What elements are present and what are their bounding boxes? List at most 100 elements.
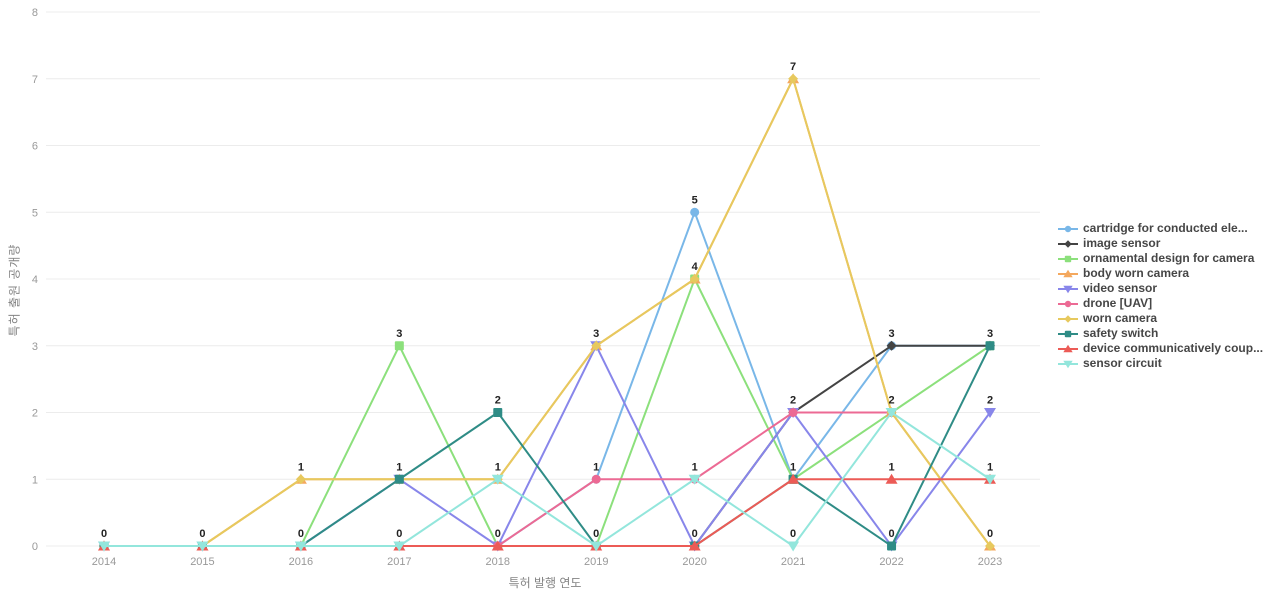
marker-diamond — [886, 340, 897, 351]
series-line — [104, 77, 991, 547]
marker-triangle-down — [688, 474, 701, 485]
legend-label: worn camera — [1083, 311, 1158, 325]
legend-item-cartridge-for-conducted-ele-[interactable]: cartridge for conducted ele... — [1058, 221, 1263, 236]
legend-marker-icon — [1058, 269, 1078, 277]
marker-triangle-down — [590, 541, 603, 552]
legend-label: body worn camera — [1083, 266, 1190, 280]
legend: cartridge for conducted ele... image sens… — [1058, 221, 1263, 371]
legend-marker-icon — [1058, 344, 1078, 352]
value-label: 7 — [790, 61, 796, 73]
y-tick-label: 3 — [32, 341, 38, 353]
marker-triangle-up — [1063, 344, 1073, 352]
x-tick-label: 2017 — [387, 556, 411, 568]
legend-label: safety switch — [1083, 326, 1159, 340]
legend-label: cartridge for conducted ele... — [1083, 221, 1248, 235]
marker-triangle-down — [294, 541, 307, 552]
marker-square — [985, 341, 995, 351]
marker-triangle-up — [885, 473, 898, 484]
value-label: 0 — [888, 528, 894, 540]
marker-diamond — [295, 474, 306, 485]
value-labels: 0 0 0 1 0 3 1 0 1 2 1 0 3 5 0 4 1 1 2 7 0 3 2 0 1 3 0 2 1 — [101, 61, 993, 540]
marker-triangle-up — [688, 540, 701, 551]
marker-square — [1064, 330, 1072, 337]
legend-label: drone [UAV] — [1083, 296, 1153, 310]
value-label: 2 — [495, 395, 501, 407]
value-label: 0 — [790, 528, 796, 540]
legend-label: video sensor — [1083, 281, 1158, 295]
value-label: 1 — [495, 461, 501, 473]
legend-marker-icon — [1058, 255, 1078, 262]
legend-item-drone-uav-[interactable]: drone [UAV] — [1058, 296, 1263, 311]
marker-triangle-down — [491, 474, 504, 485]
marker-square — [394, 341, 404, 351]
marker-triangle-up — [491, 540, 504, 551]
value-label: 0 — [987, 528, 993, 540]
legend-item-sensor-circuit[interactable]: sensor circuit — [1058, 356, 1263, 371]
legend-item-video-sensor[interactable]: video sensor — [1058, 281, 1263, 296]
y-tick-label: 5 — [32, 207, 38, 219]
x-tick-label: 2022 — [879, 556, 903, 568]
legend-label: device communicatively coup... — [1083, 341, 1264, 355]
legend-marker-icon — [1058, 360, 1078, 368]
y-axis-title: 특허 출원 공개량 — [7, 243, 22, 337]
legend-item-device-communicatively-coup-[interactable]: device communicatively coup... — [1058, 341, 1263, 356]
value-label: 1 — [692, 461, 698, 473]
y-tick-label: 7 — [32, 74, 38, 86]
legend-label: image sensor — [1083, 236, 1161, 250]
marker-triangle-down — [984, 408, 996, 418]
marker-diamond — [591, 340, 602, 351]
x-tick-label: 2021 — [781, 556, 805, 568]
legend-item-body-worn-camera[interactable]: body worn camera — [1058, 266, 1263, 281]
marker-diamond — [1064, 239, 1072, 248]
legend-marker-icon — [1058, 225, 1078, 232]
legend-label: sensor circuit — [1083, 356, 1162, 370]
marker-circle — [788, 408, 798, 417]
marker-square — [394, 474, 404, 484]
y-tick-label: 2 — [32, 408, 38, 420]
value-label: 3 — [396, 328, 402, 340]
y-tick-label: 6 — [32, 141, 38, 153]
value-label: 0 — [495, 528, 501, 540]
value-label: 1 — [298, 461, 304, 473]
value-label: 1 — [888, 461, 894, 473]
y-tick-label: 4 — [32, 274, 38, 286]
legend-marker-icon — [1058, 239, 1078, 248]
series-line — [104, 77, 991, 547]
marker-circle — [591, 474, 601, 484]
value-label: 0 — [692, 528, 698, 540]
marker-diamond — [689, 274, 700, 284]
marker-triangle-down — [787, 541, 800, 552]
marker-triangle-down — [98, 541, 110, 552]
legend-item-safety-switch[interactable]: safety switch — [1058, 326, 1263, 341]
value-label: 0 — [396, 528, 402, 540]
legend-item-worn-camera[interactable]: worn camera — [1058, 311, 1263, 326]
value-label: 1 — [396, 461, 402, 473]
x-axis-ticks: 2014 2015 2016 2017 2018 2019 2020 2021 2022 2023 — [92, 556, 1002, 568]
marker-triangle-down — [196, 541, 209, 552]
x-tick-label: 2015 — [190, 556, 214, 568]
marker-triangle-down — [1063, 360, 1073, 368]
series-cartridge-for-conducted-ele- — [99, 207, 995, 551]
x-axis-title: 특허 발행 연도 — [508, 576, 582, 590]
value-label: 1 — [593, 461, 599, 473]
value-label: 1 — [790, 461, 796, 473]
legend-item-ornamental-design-for-camera[interactable]: ornamental design for camera — [1058, 251, 1263, 266]
series-sensor-circuit — [98, 408, 996, 552]
value-label: 0 — [101, 528, 107, 540]
value-label: 2 — [790, 395, 796, 407]
legend-label: ornamental design for camera — [1083, 251, 1255, 265]
value-label: 3 — [888, 328, 894, 340]
y-tick-label: 8 — [32, 7, 38, 19]
value-label: 3 — [987, 328, 993, 340]
value-label: 2 — [987, 395, 993, 407]
legend-marker-icon — [1058, 285, 1078, 293]
legend-item-image-sensor[interactable]: image sensor — [1058, 236, 1263, 251]
x-tick-label: 2016 — [289, 556, 313, 568]
marker-triangle-down — [393, 541, 406, 552]
value-label: 0 — [593, 528, 599, 540]
series-line — [104, 344, 991, 547]
value-label: 0 — [298, 528, 304, 540]
value-label: 5 — [692, 194, 698, 206]
